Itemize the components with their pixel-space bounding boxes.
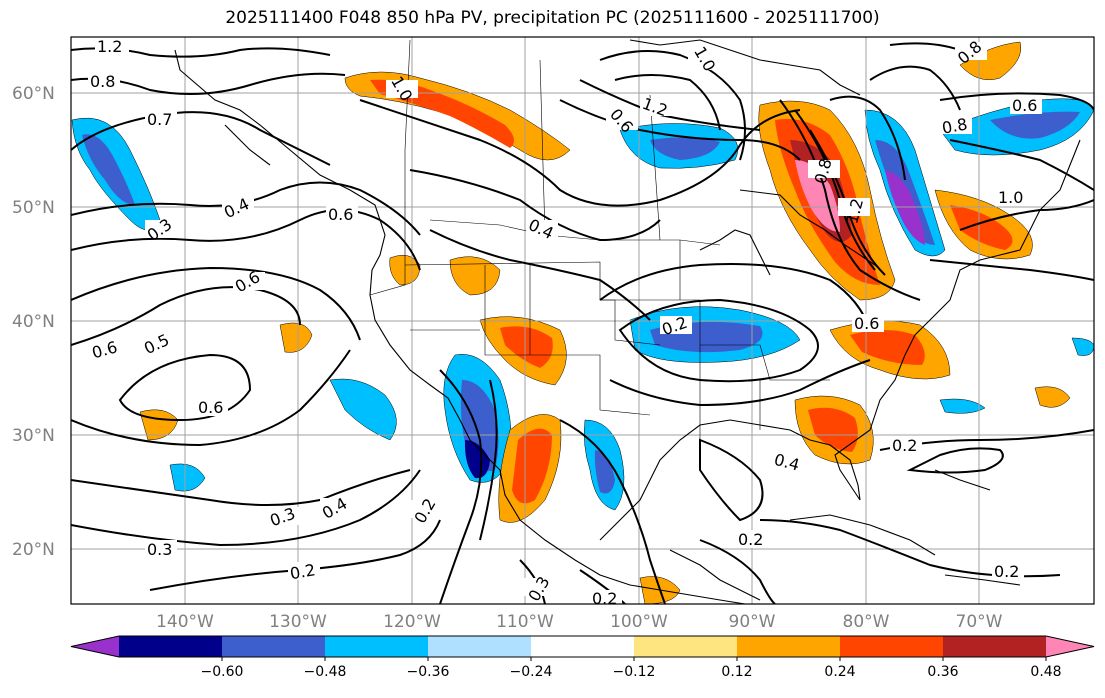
- lat-label-20n: 20°N: [12, 540, 55, 560]
- colorbar-segment: [737, 636, 841, 657]
- colorbar-tick-label: 0.36: [927, 664, 958, 680]
- contour-label: 0.3: [147, 540, 172, 559]
- contour-label: 0.6: [198, 398, 223, 417]
- contour-label: 0.8: [941, 115, 969, 138]
- lon-label-90w: 90°W: [729, 612, 776, 632]
- contour-label: 0.2: [592, 589, 617, 608]
- colorbar-segment: [222, 636, 326, 657]
- colorbar-tick-label: 0.24: [824, 664, 855, 680]
- colorbar-tick-label: −0.12: [613, 664, 656, 680]
- colorbar-tick-label: −0.48: [304, 664, 347, 680]
- colorbar-extend-high: [1046, 636, 1094, 657]
- colorbar-segment: [119, 636, 223, 657]
- contour-label: 0.6: [1012, 96, 1037, 115]
- lat-label-60n: 60°N: [12, 84, 55, 104]
- lon-label-70w: 70°W: [956, 612, 1003, 632]
- coastlines: [174, 39, 1081, 604]
- colorbar-tick-label: −0.24: [510, 664, 553, 680]
- contour-label: 0.7: [147, 110, 172, 129]
- colorbar-segment: [943, 636, 1047, 657]
- colorbar-segment: [531, 636, 635, 657]
- lon-label-100w: 100°W: [610, 612, 668, 632]
- colorbar-segment: [634, 636, 738, 657]
- longitude-labels: 140°W 130°W 120°W 110°W 100°W 90°W 80°W …: [156, 612, 1003, 632]
- pv-contour-labels: 1.2 0.8 0.7 0.3 0.4 0.6 0.6 0.5 0.6 0.6 …: [88, 37, 1042, 608]
- latitude-labels: 60°N 50°N 40°N 30°N 20°N: [12, 84, 55, 560]
- colorbar-tick-label: 0.48: [1030, 664, 1061, 680]
- lon-label-130w: 130°W: [269, 612, 327, 632]
- colorbar-segment: [428, 636, 532, 657]
- lat-label-50n: 50°N: [12, 198, 55, 218]
- lat-label-30n: 30°N: [12, 426, 55, 446]
- contour-label: 0.8: [90, 72, 115, 91]
- lon-label-110w: 110°W: [496, 612, 554, 632]
- map-title: 2025111400 F048 850 hPa PV, precipitatio…: [225, 8, 880, 28]
- map-frame: [70, 36, 1095, 605]
- colorbar-outline: [70, 635, 1095, 658]
- contour-label: 0.2: [892, 436, 917, 455]
- contour-label: 1.2: [97, 37, 122, 56]
- colorbar: −0.60 −0.48 −0.36 −0.24 −0.12 0.12 0.24 0.36 0.4…: [70, 635, 1095, 680]
- state-borders: [369, 39, 830, 440]
- colorbar-tick-label: −0.36: [407, 664, 450, 680]
- contour-label: 0.2: [288, 560, 316, 583]
- contour-label: 0.6: [854, 314, 879, 333]
- contour-label: 0.2: [994, 562, 1019, 581]
- colorbar-segment: [325, 636, 429, 657]
- colorbar-segment: [840, 636, 944, 657]
- contour-label: 0.6: [328, 205, 353, 224]
- lat-label-40n: 40°N: [12, 312, 55, 332]
- lon-label-140w: 140°W: [156, 612, 214, 632]
- contour-label: 1.0: [998, 188, 1023, 207]
- contour-label: 0.2: [738, 530, 763, 549]
- colorbar-tick-label: 0.12: [721, 664, 752, 680]
- lon-label-80w: 80°W: [843, 612, 890, 632]
- colorbar-extend-low: [71, 636, 119, 657]
- lon-label-120w: 120°W: [383, 612, 441, 632]
- colorbar-tick-label: −0.60: [201, 664, 244, 680]
